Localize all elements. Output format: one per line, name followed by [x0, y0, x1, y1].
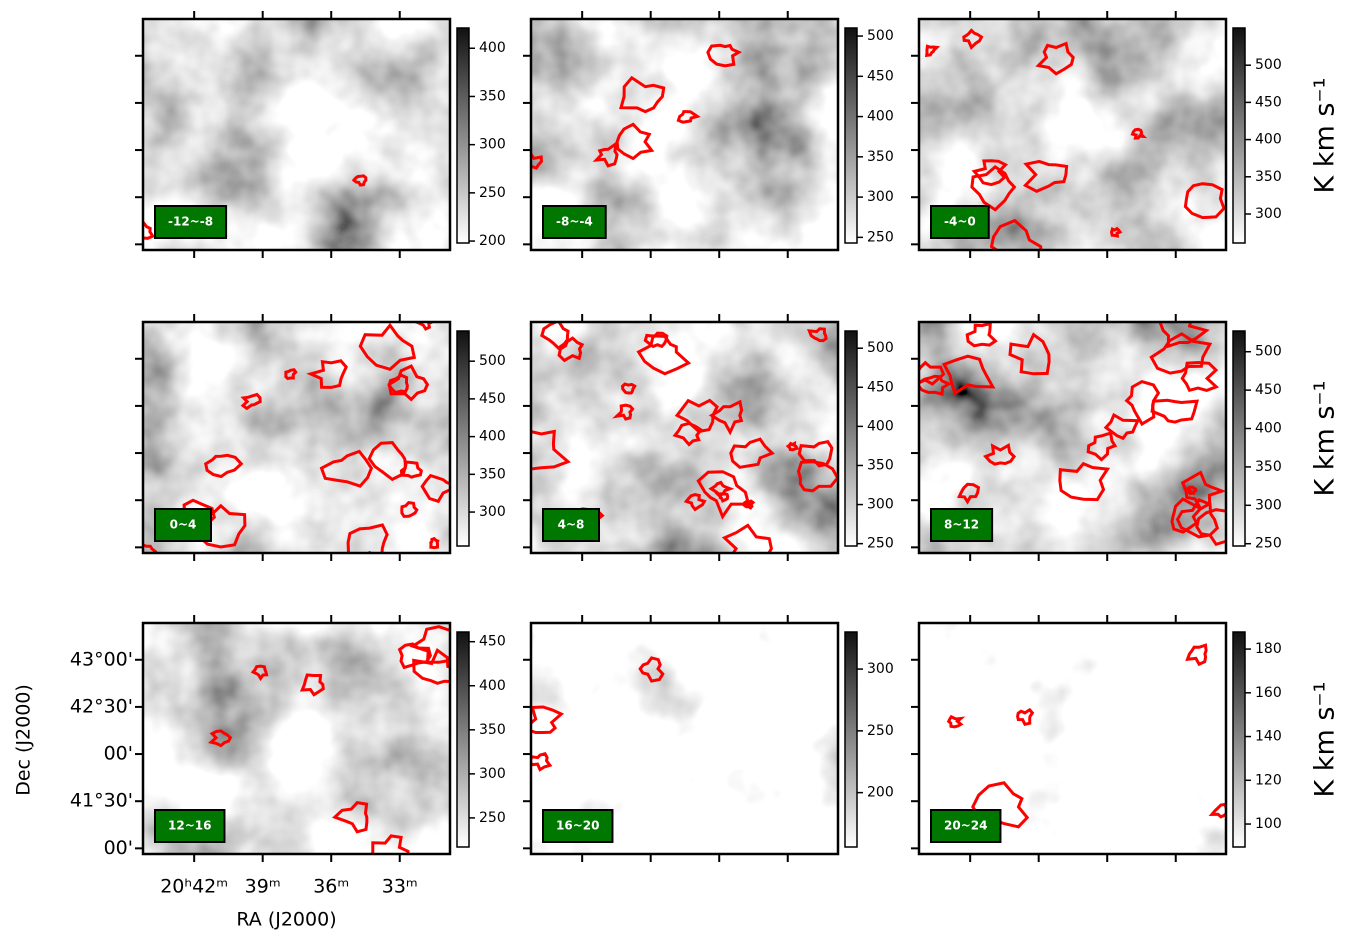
colorbar-tick-label: 400 [1255, 421, 1282, 437]
red-contour [1188, 487, 1196, 494]
colorbar-tick-label: 250 [479, 185, 506, 201]
map-panel: -8~-4 250 300 350 400 450 500 [522, 11, 894, 258]
colorbar [457, 632, 469, 847]
map-panel: 4~8 250 300 350 400 450 500 [511, 314, 894, 567]
velocity-label-text: 0~4 [170, 518, 197, 532]
x-axis-label: RA (J2000) [236, 909, 336, 931]
y-tick-label: 00' [104, 837, 133, 859]
map-panel: 0~4 300 350 400 450 500 [135, 314, 506, 561]
colorbar-tick-label: 450 [1255, 382, 1282, 398]
velocity-label: 12~16 [155, 810, 224, 842]
red-contour [1112, 229, 1121, 236]
colorbar-tick-label: 350 [867, 457, 894, 473]
colorbar-label: K km s⁻¹ [1310, 78, 1341, 194]
colorbar [845, 632, 857, 847]
velocity-label-text: -8~-4 [556, 215, 593, 229]
map-panel: -4~0 300 350 400 450 500 K km s⁻¹ [911, 11, 1341, 269]
colorbar [1233, 331, 1245, 546]
velocity-label: 20~24 [931, 810, 1000, 842]
colorbar-tick-label: 400 [479, 678, 506, 694]
colorbar-tick-label: 450 [867, 68, 894, 84]
colorbar-tick-label: 400 [479, 40, 506, 56]
colorbar-tick-label: 100 [1255, 816, 1282, 832]
velocity-label: 16~20 [543, 810, 612, 842]
velocity-label: -8~-4 [543, 206, 606, 238]
map-panel: 16~20 200 250 300 [523, 615, 894, 862]
colorbar [457, 331, 469, 546]
y-tick-label: 42°30' [70, 695, 133, 717]
colorbar-tick-label: 350 [479, 466, 506, 482]
colorbar-tick-label: 250 [867, 536, 894, 552]
colorbar-tick-label: 450 [867, 379, 894, 395]
y-tick-label: 41°30' [70, 790, 133, 812]
y-tick-label: 00' [104, 743, 133, 765]
velocity-label: -4~0 [931, 206, 989, 238]
colorbar-tick-label: 140 [1255, 729, 1282, 745]
map-panel: 20ʰ42ᵐ 39ᵐ 36ᵐ 33ᵐ 43°00' 42°30' 00' 41°30' 00' 1… [13, 615, 506, 931]
velocity-label-text: 4~8 [558, 518, 585, 532]
velocity-label-text: 20~24 [944, 819, 987, 833]
colorbar-tick-label: 250 [867, 229, 894, 245]
map-panel: 8~12 250 300 350 400 450 500 K km s⁻¹ [907, 311, 1340, 561]
y-axis-label: Dec (J2000) [13, 684, 35, 796]
colorbar-tick-label: 500 [479, 353, 506, 369]
colorbar [1233, 632, 1245, 847]
colorbar-tick-label: 400 [867, 418, 894, 434]
velocity-label: 4~8 [543, 509, 599, 541]
colorbar-tick-label: 180 [1255, 641, 1282, 657]
x-tick-label: 39ᵐ [245, 876, 281, 898]
velocity-label: 8~12 [931, 509, 992, 541]
colorbar-tick-label: 500 [867, 28, 894, 44]
colorbar-tick-label: 400 [1255, 132, 1282, 148]
colorbar-tick-label: 350 [867, 149, 894, 165]
colorbar-tick-label: 350 [1255, 169, 1282, 185]
velocity-label: -12~-8 [155, 206, 226, 238]
colorbar-tick-label: 300 [867, 661, 894, 677]
colorbar-tick-label: 500 [1255, 344, 1282, 360]
colorbar-tick-label: 400 [479, 429, 506, 445]
map-panel: 20~24 100 120 140 160 180 K km s⁻¹ [911, 615, 1341, 862]
colorbar-tick-label: 400 [867, 109, 894, 125]
colorbar [845, 331, 857, 546]
velocity-label-text: 16~20 [556, 819, 599, 833]
colorbar-tick-label: 350 [479, 88, 506, 104]
colorbar-tick-label: 300 [1255, 497, 1282, 513]
figure: -12~-8 200 250 300 350 400 -8~-4 250 300 350 400 45… [0, 0, 1349, 935]
colorbar-tick-label: 350 [479, 722, 506, 738]
velocity-label-text: 12~16 [168, 819, 211, 833]
colorbar [457, 28, 469, 243]
colorbar-tick-label: 300 [479, 504, 506, 520]
colorbar-label: K km s⁻¹ [1310, 682, 1341, 798]
colorbar-tick-label: 500 [867, 340, 894, 356]
velocity-label: 0~4 [155, 509, 211, 541]
colorbar [1233, 28, 1245, 243]
colorbar-tick-label: 250 [1255, 536, 1282, 552]
colorbar-tick-label: 300 [479, 137, 506, 153]
x-tick-label: 33ᵐ [382, 876, 418, 898]
colorbar-tick-label: 300 [1255, 206, 1282, 222]
colorbar [845, 28, 857, 243]
map-panel: -12~-8 200 250 300 350 400 [133, 11, 506, 258]
y-tick-label: 43°00' [70, 648, 133, 670]
colorbar-tick-label: 250 [479, 810, 506, 826]
colorbar-tick-label: 450 [1255, 94, 1282, 110]
colorbar-tick-label: 300 [867, 189, 894, 205]
colorbar-tick-label: 300 [867, 497, 894, 513]
velocity-label-text: -12~-8 [168, 215, 213, 229]
velocity-label-text: -4~0 [944, 215, 976, 229]
colorbar-tick-label: 300 [479, 766, 506, 782]
colorbar-label: K km s⁻¹ [1310, 381, 1341, 497]
colorbar-tick-label: 250 [867, 723, 894, 739]
colorbar-tick-label: 200 [867, 785, 894, 801]
colorbar-tick-label: 120 [1255, 772, 1282, 788]
x-tick-label: 20ʰ42ᵐ [160, 876, 228, 898]
colorbar-tick-label: 450 [479, 391, 506, 407]
colorbar-tick-label: 450 [479, 634, 506, 650]
colorbar-tick-label: 500 [1255, 57, 1282, 73]
colorbar-tick-label: 200 [479, 233, 506, 249]
velocity-label-text: 8~12 [944, 518, 979, 532]
colorbar-tick-label: 350 [1255, 459, 1282, 475]
x-tick-label: 36ᵐ [313, 876, 349, 898]
colorbar-tick-label: 160 [1255, 685, 1282, 701]
